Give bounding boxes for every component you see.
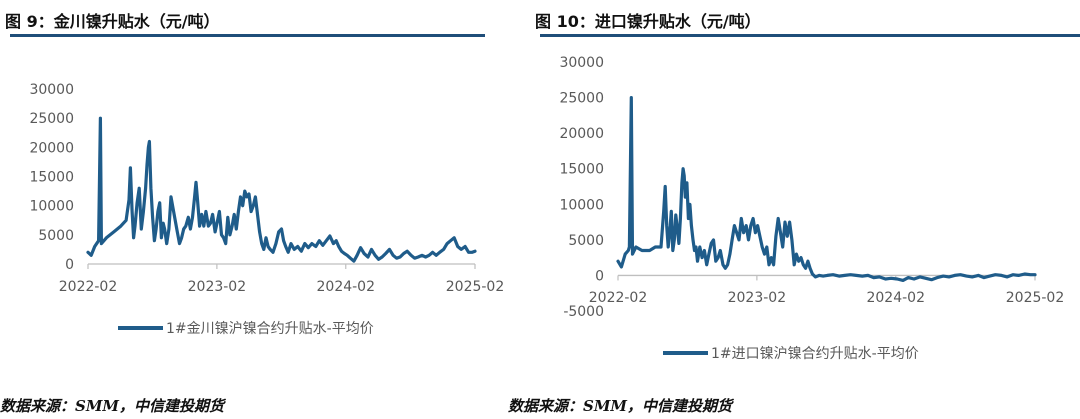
x-tick-label: 2025-02 <box>446 279 505 295</box>
y-tick-label: 30000 <box>559 55 604 71</box>
y-tick-label: 15000 <box>559 162 604 178</box>
title-rule <box>10 34 485 37</box>
y-tick-label: 25000 <box>559 91 604 107</box>
x-tick-label: 2022-02 <box>59 279 118 295</box>
x-tick-label: 2022-02 <box>589 290 648 306</box>
x-tick-label: 2023-02 <box>728 290 787 306</box>
y-tick-label: 20000 <box>559 126 604 142</box>
legend-label: 1#金川镍沪镍合约升贴水-平均价 <box>166 321 374 337</box>
source-note: 数据来源：SMM，中信建投期货 <box>0 397 225 415</box>
y-tick-label: -5000 <box>563 304 604 320</box>
right-chart-panel: 图 10：进口镍升贴水（元/吨） -5000 0 5000 10000 15000 200… <box>508 0 1080 419</box>
figure-title: 图 10：进口镍升贴水（元/吨） <box>535 12 761 31</box>
y-tick-label: 20000 <box>29 140 74 156</box>
jinchuan-nickel-premium-chart: 0 5000 10000 15000 20000 25000 30000 2022-02 202… <box>29 82 505 337</box>
source-note: 数据来源：SMM，中信建投期货 <box>508 397 733 415</box>
x-tick-label: 2025-02 <box>1006 290 1065 306</box>
y-tick-label: 15000 <box>29 170 74 186</box>
figure-title: 图 9：金川镍升贴水（元/吨） <box>5 12 220 31</box>
series-line <box>616 96 1037 282</box>
x-tick-label: 2023-02 <box>188 279 247 295</box>
y-tick-label: 0 <box>65 257 74 273</box>
y-tick-label: 10000 <box>29 199 74 215</box>
left-chart-panel: 图 9：金川镍升贴水（元/吨） 0 5000 10000 15000 20000 2500… <box>0 12 505 415</box>
legend-label: 1#进口镍沪镍合约升贴水-平均价 <box>711 346 919 362</box>
y-tick-label: 25000 <box>29 111 74 127</box>
series-line <box>86 116 477 263</box>
y-tick-label: 5000 <box>568 233 604 249</box>
imported-nickel-premium-chart: -5000 0 5000 10000 15000 20000 25000 30000 2022-… <box>559 55 1065 362</box>
y-tick-label: 5000 <box>38 228 74 244</box>
title-rule <box>540 34 1080 37</box>
y-tick-label: 0 <box>595 268 604 284</box>
y-tick-label: 30000 <box>29 82 74 98</box>
x-tick-label: 2024-02 <box>866 290 925 306</box>
x-tick-label: 2024-02 <box>317 279 376 295</box>
y-tick-label: 10000 <box>559 197 604 213</box>
